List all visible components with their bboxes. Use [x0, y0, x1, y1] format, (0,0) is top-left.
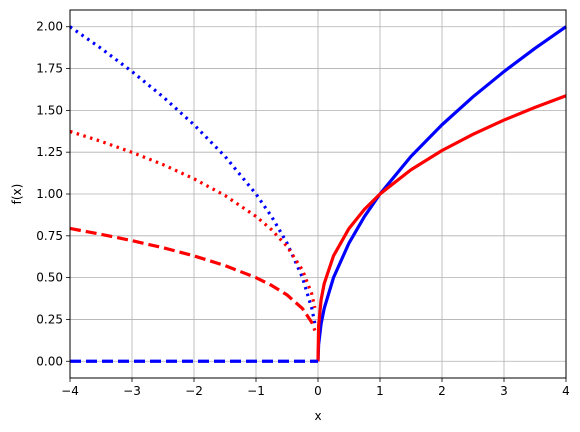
y-tick-label: 1.50	[36, 103, 63, 117]
series-line-5-dashed	[69, 226, 317, 332]
x-tick-label: −2	[185, 384, 203, 398]
grid	[69, 10, 567, 378]
series-line-1-solid	[316, 25, 567, 362]
x-tick-label: 2	[438, 384, 446, 398]
series-line-3-dotted	[69, 25, 317, 325]
x-axis-label: x	[314, 409, 321, 423]
y-axis-label: f(x)	[10, 184, 24, 205]
x-tick-label: 3	[500, 384, 508, 398]
x-tick-label: −1	[247, 384, 265, 398]
x-tick-label: −3	[123, 384, 141, 398]
x-tick-label: 1	[376, 384, 384, 398]
y-tick-label: 0.00	[36, 354, 63, 368]
x-tick-label: −4	[61, 384, 79, 398]
x-tick-label: 4	[562, 384, 570, 398]
y-tick-label: 1.75	[36, 62, 63, 76]
y-tick-label: 0.50	[36, 271, 63, 285]
y-tick-label: 1.00	[36, 187, 63, 201]
x-tick-label: 0	[314, 384, 322, 398]
series-lines	[69, 25, 567, 363]
y-tick-label: 2.00	[36, 20, 63, 34]
series-line-4-dotted	[69, 129, 317, 309]
axis-ticks: −4 −3 −2 −1 0 1 2 3 4 0.00 0.25 0.50 0.75 1.00 1.25 1.5…	[36, 20, 570, 398]
y-tick-label: 0.75	[36, 229, 63, 243]
y-tick-label: 0.25	[36, 312, 63, 326]
series-line-2-solid	[316, 94, 567, 362]
y-tick-label: 1.25	[36, 145, 63, 159]
